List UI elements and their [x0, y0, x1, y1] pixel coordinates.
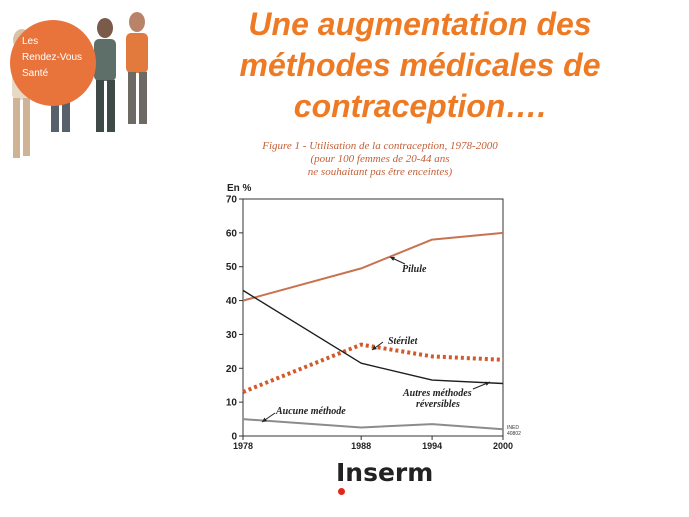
person-dark [94, 18, 116, 132]
y-tick-label: 40 [226, 296, 238, 307]
y-tick-label: 20 [226, 364, 238, 375]
person-right [126, 12, 148, 124]
title-line-1: Une augmentation des [248, 6, 592, 42]
chart-title-line-1: Figure 1 - Utilisation de la contracepti… [262, 140, 498, 152]
badge-line-3: Santé [22, 68, 49, 79]
title-line-3: contraception…. [293, 88, 547, 124]
x-tick-label: 1988 [351, 441, 371, 451]
x-tick-label: 1978 [233, 441, 253, 451]
sterilet-arrow-head [372, 345, 377, 350]
source-note-line-1: INED [507, 425, 519, 431]
y-tick-label: 0 [231, 432, 237, 443]
y-tick-label: 10 [226, 398, 238, 409]
inserm-logo: Inserm [336, 458, 434, 487]
series-label-sterilet: Stérilet [388, 336, 419, 347]
y-tick-label: 60 [226, 228, 238, 239]
inserm-logo-dot [338, 488, 345, 495]
series-label-pilule: Pilule [402, 264, 427, 275]
series-label-autres-line-2: réversibles [416, 399, 460, 410]
chart-title-line-2: (pour 100 femmes de 20-44 ans [310, 153, 450, 165]
autres-arrow-head [485, 381, 490, 386]
plot-frame [242, 198, 504, 437]
series-line-aucune-méthode [242, 418, 504, 431]
series-line-stérilet [242, 342, 504, 394]
series-label-aucune: Aucune méthode [275, 406, 346, 417]
series-line-autres-méthodes-réversibles [242, 289, 504, 385]
x-tick-label: 1994 [422, 441, 442, 451]
aucune-arrow-head [262, 417, 267, 422]
chart-title-line-3: ne souhaitant pas être enceintes) [307, 166, 453, 178]
series-label-autres-line-1: Autres méthodes [402, 388, 472, 399]
chart-title: Figure 1 - Utilisation de la contracepti… [215, 140, 545, 179]
pilule-arrow-head [390, 256, 395, 261]
les-rendez-vous-sante-badge: Les Rendez-Vous Santé [10, 20, 96, 106]
y-axis-label: En % [227, 183, 252, 194]
y-tick-label: 50 [226, 262, 238, 273]
y-tick-label: 70 [226, 195, 238, 206]
badge-line-2: Rendez-Vous [22, 52, 83, 63]
badge-line-1: Les [22, 36, 39, 47]
y-tick-label: 30 [226, 330, 238, 341]
title-line-2: méthodes médicales de [239, 47, 601, 83]
slide-title: Une augmentation des méthodes médicales … [175, 4, 665, 127]
source-note-line-2: 40802 [507, 431, 521, 437]
series-line-pilule [242, 231, 504, 302]
x-tick-label: 2000 [493, 441, 513, 451]
